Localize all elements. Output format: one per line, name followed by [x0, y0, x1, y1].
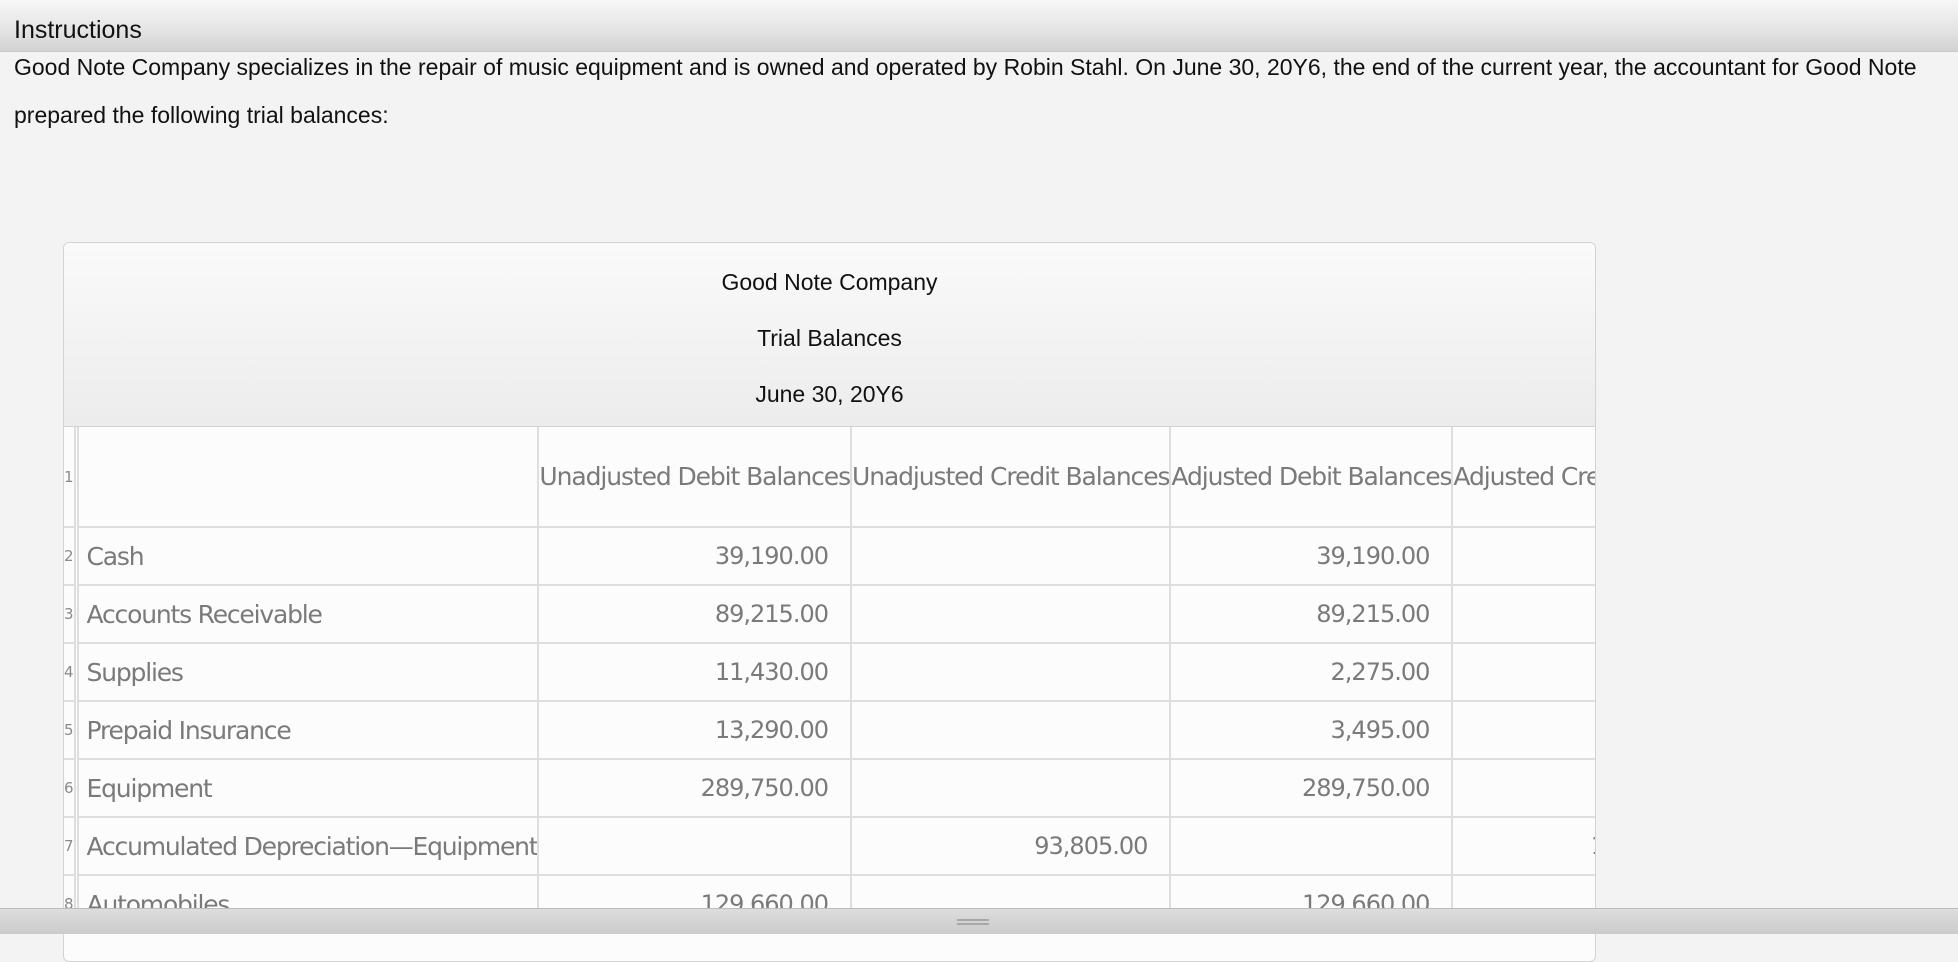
unadjusted-debit-cell [538, 817, 852, 876]
adjusted-debit-header: Adjusted Debit Balances [1170, 427, 1454, 528]
account-name: Prepaid Insurance [76, 701, 540, 760]
row-number: 4 [64, 643, 79, 702]
unadjusted-debit-cell: 289,750.00 [538, 759, 852, 818]
problem-description: Good Note Company specializes in the rep… [14, 54, 1917, 128]
trial-balance-sheet: Good Note Company Trial Balances June 30… [63, 242, 1596, 962]
row-number: 7 [64, 817, 79, 876]
table-row: 4 Supplies 11,430.00 2,275.00 [64, 643, 1595, 702]
adjusted-credit-header: Adjusted Credit Balances [1452, 427, 1595, 528]
resize-grip-icon[interactable] [957, 919, 989, 925]
adjusted-credit-cell [1452, 585, 1595, 644]
trial-balance-table: 1 Unadjusted Debit Balances Unadjusted C… [64, 427, 1595, 934]
row-number: 5 [64, 701, 79, 760]
statement-heading: Good Note Company Trial Balances June 30… [64, 243, 1595, 427]
table-row: 6 Equipment 289,750.00 289,750.00 [64, 759, 1595, 818]
adjusted-debit-cell: 39,190.00 [1170, 527, 1454, 586]
unadjusted-credit-cell [851, 759, 1172, 818]
table-row: 2 Cash 39,190.00 39,190.00 [64, 527, 1595, 586]
adjusted-debit-cell: 2,275.00 [1170, 643, 1454, 702]
unadjusted-debit-cell: 39,190.00 [538, 527, 852, 586]
statement-date: June 30, 20Y6 [755, 381, 904, 407]
account-name: Cash [76, 527, 540, 586]
unadjusted-credit-cell [851, 585, 1172, 644]
statement-title: Trial Balances [757, 325, 902, 351]
bottom-resize-bar[interactable] [0, 908, 1958, 934]
unadjusted-debit-header: Unadjusted Debit Balances [538, 427, 852, 528]
account-header-cell [76, 427, 540, 528]
row-number: 6 [64, 759, 79, 818]
adjusted-debit-cell [1170, 817, 1454, 876]
row-number: 1 [64, 427, 79, 528]
account-name: Accumulated Depreciation—Equipment [76, 817, 540, 876]
adjusted-credit-cell [1452, 759, 1595, 818]
unadjusted-debit-cell: 11,430.00 [538, 643, 852, 702]
adjusted-credit-cell: 104,980.00 [1452, 817, 1595, 876]
company-name: Good Note Company [721, 269, 938, 295]
column-header-row: 1 Unadjusted Debit Balances Unadjusted C… [64, 427, 1595, 528]
account-name: Equipment [76, 759, 540, 818]
unadjusted-credit-cell [851, 527, 1172, 586]
row-number: 2 [64, 527, 79, 586]
adjusted-debit-cell: 3,495.00 [1170, 701, 1454, 760]
instructions-title: Instructions [14, 16, 142, 44]
table-row: 5 Prepaid Insurance 13,290.00 3,495.00 [64, 701, 1595, 760]
adjusted-credit-cell [1452, 701, 1595, 760]
unadjusted-debit-cell: 13,290.00 [538, 701, 852, 760]
row-number: 3 [64, 585, 79, 644]
unadjusted-credit-header: Unadjusted Credit Balances [851, 427, 1172, 528]
unadjusted-credit-cell: 93,805.00 [851, 817, 1172, 876]
table-row: 3 Accounts Receivable 89,215.00 89,215.0… [64, 585, 1595, 644]
adjusted-credit-cell [1452, 527, 1595, 586]
unadjusted-credit-cell [851, 701, 1172, 760]
adjusted-debit-cell: 89,215.00 [1170, 585, 1454, 644]
adjusted-debit-cell: 289,750.00 [1170, 759, 1454, 818]
unadjusted-credit-cell [851, 643, 1172, 702]
table-row: 7 Accumulated Depreciation—Equipment 93,… [64, 817, 1595, 876]
account-name: Accounts Receivable [76, 585, 540, 644]
adjusted-credit-cell [1452, 643, 1595, 702]
account-name: Supplies [76, 643, 540, 702]
instructions-header: Instructions [0, 0, 1958, 52]
unadjusted-debit-cell: 89,215.00 [538, 585, 852, 644]
